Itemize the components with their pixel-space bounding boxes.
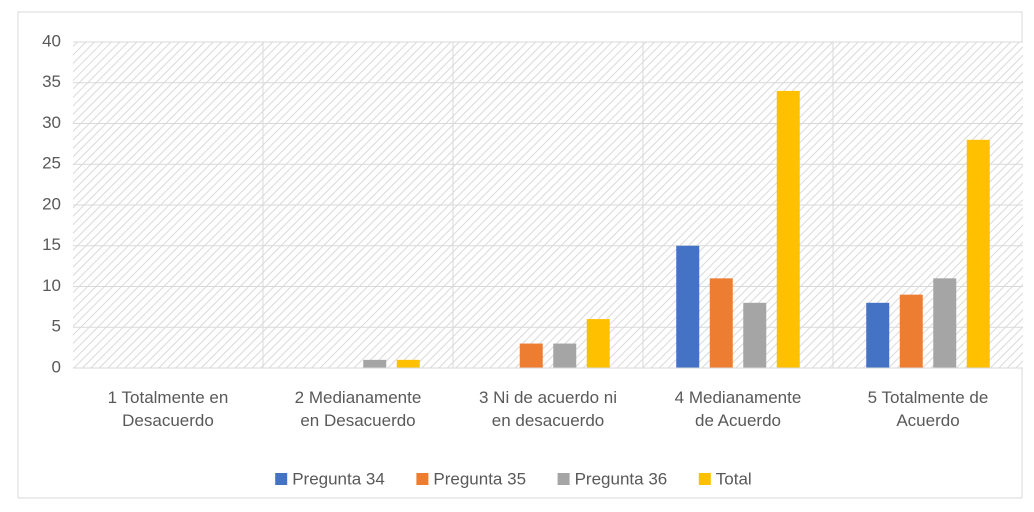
y-tick-label: 30	[42, 113, 61, 132]
x-tick-label: 4 Medianamente de Acuerdo	[674, 388, 802, 430]
bar	[866, 302, 890, 368]
x-tick-label: 3 Ni de acuerdo ni en desacuerdo	[479, 388, 617, 430]
bar	[519, 343, 543, 368]
bar	[553, 343, 577, 368]
y-tick-label: 15	[42, 235, 61, 254]
bar	[709, 278, 733, 368]
y-tick-label: 0	[52, 357, 61, 376]
y-tick-label: 35	[42, 72, 61, 91]
bar	[396, 359, 420, 368]
x-tick-label: 5 Totalmente de Acuerdo	[867, 388, 989, 430]
y-tick-label: 5	[52, 317, 61, 336]
y-tick-label: 20	[42, 194, 61, 213]
bar	[676, 245, 700, 368]
legend-label: Pregunta 34	[292, 469, 385, 488]
bar	[933, 278, 957, 368]
legend-label: Pregunta 35	[433, 469, 526, 488]
y-tick-label: 40	[42, 31, 61, 50]
bar	[363, 359, 387, 368]
x-tick-label: 2 Medianamente en Desacuerdo	[294, 388, 422, 430]
bar	[966, 139, 990, 368]
bar	[743, 302, 767, 368]
legend-label: Pregunta 36	[575, 469, 668, 488]
bar	[776, 90, 800, 369]
legend-swatch	[416, 473, 429, 485]
legend-swatch	[698, 473, 711, 485]
y-tick-label: 10	[42, 276, 61, 295]
bar	[899, 294, 923, 368]
legend-swatch	[275, 473, 288, 485]
legend-swatch	[557, 473, 570, 485]
y-tick-label: 25	[42, 154, 61, 173]
bar	[586, 319, 610, 368]
x-tick-label: 1 Totalmente en Desacuerdo	[107, 388, 229, 430]
legend-label: Total	[716, 469, 752, 488]
